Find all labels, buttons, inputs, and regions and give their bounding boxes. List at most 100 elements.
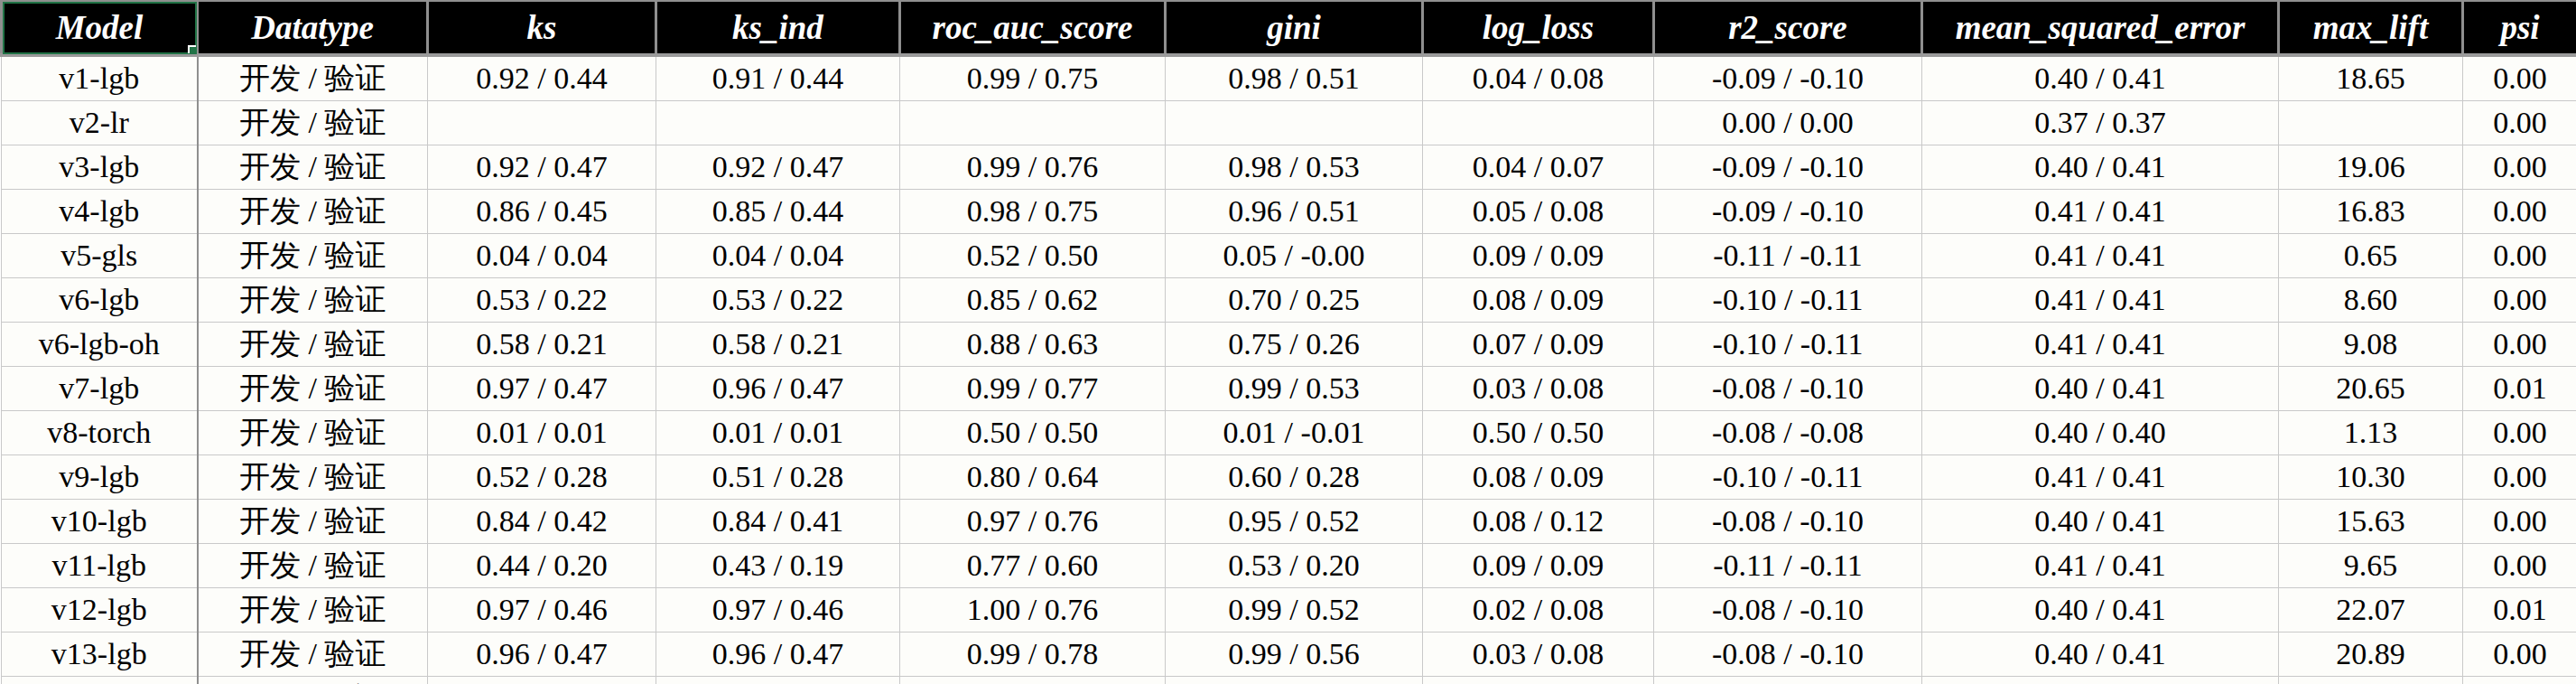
cell-model[interactable]: v13-lgb [2, 632, 198, 677]
cell-ks[interactable]: 0.53 / 0.22 [428, 278, 656, 323]
cell-max_lift[interactable] [2279, 101, 2463, 145]
cell-mean_squared_error[interactable]: 0.41 / 0.41 [1922, 455, 2279, 500]
cell-roc_auc_score[interactable]: 0.98 / 0.75 [900, 190, 1166, 234]
cell-max_lift[interactable]: 8.60 [2279, 278, 2463, 323]
cell-datatype[interactable]: 开发 / 验证 [198, 278, 428, 323]
cell-psi[interactable]: 0.00 [2463, 544, 2576, 588]
cell-log_loss[interactable]: 0.08 / 0.09 [1423, 278, 1654, 323]
cell-log_loss[interactable]: 0.05 / 0.08 [1423, 190, 1654, 234]
cell-ks_ind[interactable]: 0.85 / 0.44 [656, 190, 900, 234]
cell-r2_score[interactable]: -0.11 / -0.11 [1654, 544, 1922, 588]
cell-r2_score[interactable]: -0.08 / -0.10 [1654, 367, 1922, 411]
cell-mean_squared_error[interactable]: 0.40 / 0.41 [1922, 55, 2279, 101]
cell-mean_squared_error[interactable]: 0.41 / 0.41 [1922, 190, 2279, 234]
cell-max_lift[interactable]: 9.65 [2279, 544, 2463, 588]
cell-psi[interactable]: 0.01 [2463, 588, 2576, 632]
cell-roc_auc_score[interactable]: 0.99 / 0.77 [900, 367, 1166, 411]
cell-ks_ind[interactable]: 0.58 / 0.21 [656, 323, 900, 367]
cell-r2_score[interactable]: -0.10 / -0.11 [1654, 323, 1922, 367]
cell-r2_score[interactable]: -0.11 / -0.11 [1654, 234, 1922, 278]
cell-log_loss[interactable]: 0.05 / 0.47 [1423, 677, 1654, 684]
cell-max_lift[interactable]: 20.65 [2279, 367, 2463, 411]
cell-log_loss[interactable]: 0.04 / 0.07 [1423, 145, 1654, 190]
cell-log_loss[interactable]: 0.09 / 0.09 [1423, 234, 1654, 278]
cell-r2_score[interactable]: -0.10 / -0.11 [1654, 455, 1922, 500]
cell-ks_ind[interactable]: 0.97 / 0.46 [656, 588, 900, 632]
cell-datatype[interactable]: 开发 / 验证 [198, 323, 428, 367]
cell-log_loss[interactable]: 0.02 / 0.08 [1423, 588, 1654, 632]
cell-psi[interactable]: 0.00 [2463, 145, 2576, 190]
cell-r2_score[interactable]: -0.09 / -0.10 [1654, 190, 1922, 234]
cell-max_lift[interactable]: 15.63 [2279, 500, 2463, 544]
column-header-ks_ind[interactable]: ks_ind [656, 1, 900, 55]
cell-log_loss[interactable]: 0.03 / 0.08 [1423, 367, 1654, 411]
cell-ks[interactable]: 0.84 / 0.42 [428, 500, 656, 544]
column-header-model[interactable]: Model [2, 1, 198, 55]
cell-model[interactable]: v8-torch [2, 411, 198, 455]
column-header-max_lift[interactable]: max_lift [2279, 1, 2463, 55]
cell-ks_ind[interactable] [656, 101, 900, 145]
cell-roc_auc_score[interactable]: 0.88 / 0.63 [900, 323, 1166, 367]
cell-ks_ind[interactable]: 0.92 / 0.45 [656, 677, 900, 684]
cell-roc_auc_score[interactable]: 0.52 / 0.50 [900, 234, 1166, 278]
cell-datatype[interactable]: 开发 / 验证 [198, 588, 428, 632]
cell-gini[interactable]: 0.99 / 0.56 [1166, 632, 1423, 677]
cell-max_lift[interactable]: 22.07 [2279, 588, 2463, 632]
cell-max_lift[interactable]: 18.65 [2279, 55, 2463, 101]
cell-psi[interactable]: 0.00 [2463, 323, 2576, 367]
cell-datatype[interactable]: 开发 / 验证 [198, 55, 428, 101]
cell-gini[interactable]: 0.05 / -0.00 [1166, 234, 1423, 278]
cell-roc_auc_score[interactable]: 0.99 / 0.76 [900, 145, 1166, 190]
cell-datatype[interactable]: 开发 / 验证 [198, 544, 428, 588]
cell-mean_squared_error[interactable]: 0.37 / 0.37 [1922, 101, 2279, 145]
cell-ks[interactable]: 0.86 / 0.45 [428, 190, 656, 234]
cell-max_lift[interactable]: 28.89 [2279, 677, 2463, 684]
cell-datatype[interactable]: 开发 / 验证 [198, 632, 428, 677]
cell-psi[interactable]: 0.00 [2463, 190, 2576, 234]
cell-log_loss[interactable]: 0.08 / 0.09 [1423, 455, 1654, 500]
cell-gini[interactable]: 0.95 / 0.52 [1166, 500, 1423, 544]
cell-r2_score[interactable]: -0.09 / -0.10 [1654, 145, 1922, 190]
fill-handle[interactable] [188, 45, 198, 55]
cell-psi[interactable]: 0.00 [2463, 101, 2576, 145]
cell-datatype[interactable]: 开发 / 验证 [198, 101, 428, 145]
cell-ks_ind[interactable]: 0.43 / 0.19 [656, 544, 900, 588]
column-header-ks[interactable]: ks [428, 1, 656, 55]
cell-ks[interactable]: 0.92 / 0.47 [428, 145, 656, 190]
cell-r2_score[interactable]: -0.10 / -0.11 [1654, 278, 1922, 323]
cell-datatype[interactable]: 开发 / 验证 [198, 677, 428, 684]
cell-r2_score[interactable]: -0.09 / -0.10 [1654, 55, 1922, 101]
cell-ks_ind[interactable]: 0.96 / 0.47 [656, 632, 900, 677]
cell-model[interactable]: v11-lgb [2, 544, 198, 588]
cell-datatype[interactable]: 开发 / 验证 [198, 455, 428, 500]
cell-psi[interactable]: 0.00 [2463, 55, 2576, 101]
cell-max_lift[interactable]: 20.89 [2279, 632, 2463, 677]
cell-r2_score[interactable]: 0.00 / 0.00 [1654, 101, 1922, 145]
cell-mean_squared_error[interactable]: 0.41 / 0.41 [1922, 278, 2279, 323]
cell-ks_ind[interactable]: 0.91 / 0.44 [656, 55, 900, 101]
cell-gini[interactable]: 0.70 / 0.25 [1166, 278, 1423, 323]
cell-model[interactable]: v5-gls [2, 234, 198, 278]
cell-gini[interactable]: 0.98 / 0.51 [1166, 55, 1423, 101]
cell-psi[interactable]: 0.01 [2463, 367, 2576, 411]
cell-psi[interactable]: 0.00 [2463, 234, 2576, 278]
cell-model[interactable]: v3-lgb [2, 145, 198, 190]
cell-gini[interactable]: 0.98 / 0.53 [1166, 145, 1423, 190]
cell-model[interactable]: v6-lgb-oh [2, 323, 198, 367]
cell-mean_squared_error[interactable]: 0.41 / 0.41 [1922, 544, 2279, 588]
cell-gini[interactable]: 0.99 / 0.52 [1166, 588, 1423, 632]
cell-ks_ind[interactable]: 0.01 / 0.01 [656, 411, 900, 455]
cell-log_loss[interactable]: 0.07 / 0.09 [1423, 323, 1654, 367]
cell-ks[interactable]: 0.93 / 0.45 [428, 677, 656, 684]
cell-mean_squared_error[interactable]: 0.41 / 0.41 [1922, 234, 2279, 278]
cell-roc_auc_score[interactable]: 0.99 / 0.75 [900, 55, 1166, 101]
cell-r2_score[interactable]: -0.08 / -0.10 [1654, 588, 1922, 632]
cell-r2_score[interactable]: -0.08 / -0.10 [1654, 632, 1922, 677]
cell-model[interactable]: v2-lr [2, 101, 198, 145]
cell-model[interactable]: v1-lgb [2, 55, 198, 101]
cell-roc_auc_score[interactable]: 1.00 / 0.76 [900, 588, 1166, 632]
cell-roc_auc_score[interactable] [900, 101, 1166, 145]
column-header-r2_score[interactable]: r2_score [1654, 1, 1922, 55]
cell-roc_auc_score[interactable]: 0.97 / 0.76 [900, 500, 1166, 544]
cell-ks_ind[interactable]: 0.92 / 0.47 [656, 145, 900, 190]
